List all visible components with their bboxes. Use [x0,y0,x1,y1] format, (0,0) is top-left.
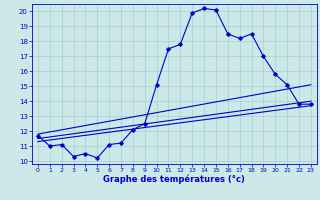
X-axis label: Graphe des températures (°c): Graphe des températures (°c) [103,175,245,184]
